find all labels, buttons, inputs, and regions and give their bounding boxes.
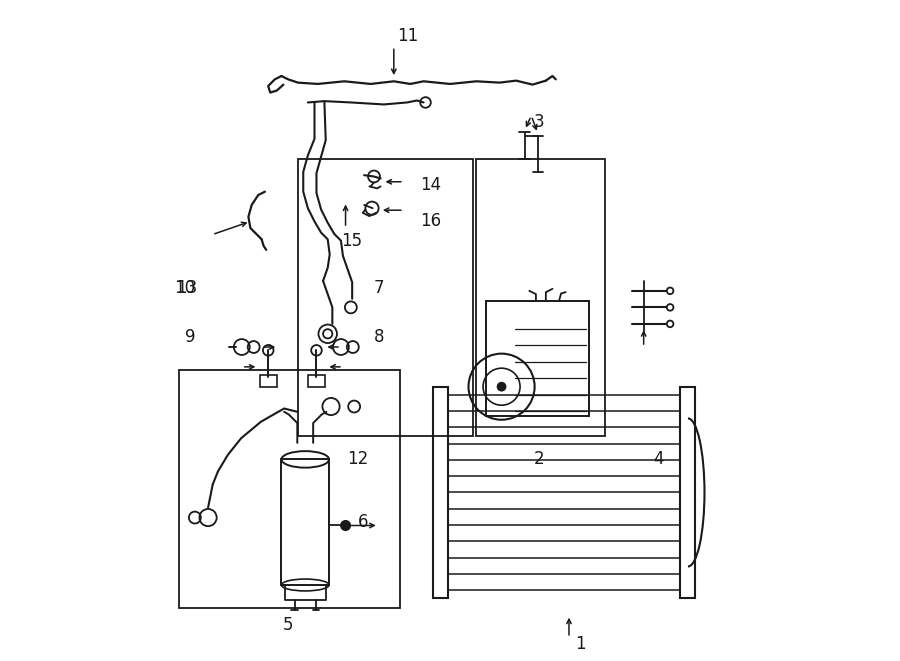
Text: 4: 4	[653, 450, 663, 469]
Text: 13: 13	[176, 278, 197, 297]
Text: 12: 12	[346, 450, 368, 469]
Bar	[308, 375, 325, 387]
Text: 2: 2	[534, 450, 544, 469]
Bar	[680, 387, 695, 598]
Text: 7: 7	[374, 278, 384, 297]
Text: 5: 5	[283, 615, 293, 634]
Bar	[298, 159, 473, 436]
Bar	[486, 301, 589, 416]
Text: 14: 14	[420, 176, 441, 194]
Text: 6: 6	[357, 513, 368, 531]
Text: 9: 9	[185, 328, 195, 346]
Text: 1: 1	[576, 635, 586, 654]
Text: 16: 16	[420, 212, 441, 231]
Bar	[259, 375, 277, 387]
Text: 11: 11	[397, 27, 418, 46]
Text: 3: 3	[534, 113, 544, 132]
Text: 8: 8	[374, 328, 384, 346]
Bar	[476, 159, 606, 436]
Circle shape	[341, 521, 350, 530]
Text: 15: 15	[341, 232, 362, 251]
Bar	[434, 387, 448, 598]
Text: 10: 10	[175, 278, 195, 297]
Bar	[282, 459, 329, 585]
Circle shape	[498, 383, 506, 391]
Bar	[179, 370, 400, 608]
